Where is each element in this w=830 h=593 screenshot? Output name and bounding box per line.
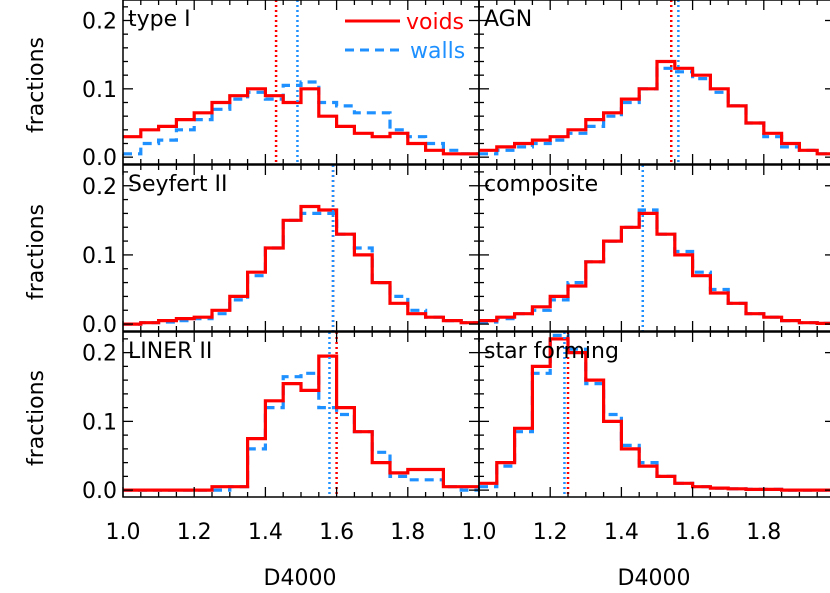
xlabel-right: D4000	[618, 566, 691, 591]
panel-3: 0.0 0.1 0.2 Seyfert II	[82, 164, 480, 338]
xtick-label-panel-6: 1.4	[604, 520, 639, 545]
panel-label-5: LINER II	[128, 339, 212, 364]
xtick-label-panel-6: 1.0	[462, 520, 497, 545]
histogram-voids-panel-3	[123, 204, 479, 326]
histogram-voids-panel-5	[123, 354, 479, 492]
ylabel-row-1: fractions	[24, 37, 49, 133]
xlabel-left: D4000	[264, 566, 337, 591]
panel-1: 0.0 0.1 0.2 type I	[82, 0, 480, 171]
panel-label-3: Seyfert II	[128, 172, 227, 197]
panel-4: composite	[478, 164, 830, 332]
histogram-walls-panel-3	[123, 211, 479, 326]
xtick-label-panel-5: 1.6	[319, 520, 354, 545]
histogram-walls-panel-5	[123, 371, 479, 492]
ytick-label-panel-5: 0.0	[82, 479, 117, 504]
ytick-label-panel-1: 0.2	[82, 10, 117, 35]
histogram-voids-panel-4	[479, 211, 830, 325]
histogram-voids-panel-2	[479, 59, 830, 156]
panel-2: AGN	[478, 0, 830, 165]
panels-layer: 0.0 0.1 0.2 type I AGN 0.0 0.1 0.2 Seyfert II com…	[82, 0, 830, 545]
panel-5: 0.0 0.1 0.2 1.0 1.2 1.4 1.6 1.8 LINER II	[82, 331, 480, 545]
ytick-label-panel-5: 0.1	[82, 410, 117, 435]
ytick-label-panel-5: 0.2	[82, 342, 117, 367]
xtick-label-panel-5: 1.8	[390, 520, 425, 545]
legend-voids-label: voids	[406, 10, 464, 35]
ytick-label-panel-1: 0.0	[82, 146, 117, 171]
legend-walls-label: walls	[410, 39, 465, 64]
xtick-label-panel-6: 1.2	[533, 520, 568, 545]
ytick-label-panel-3: 0.0	[82, 313, 117, 338]
histogram-walls-panel-1	[123, 80, 479, 156]
panel-label-6: star forming	[484, 339, 619, 364]
ytick-label-panel-3: 0.1	[82, 244, 117, 269]
ytick-label-panel-3: 0.2	[82, 175, 117, 200]
xtick-label-panel-5: 1.4	[248, 520, 283, 545]
legend: voids walls	[345, 10, 465, 64]
xtick-label-panel-5: 1.0	[106, 520, 141, 545]
ylabel-row-3: fractions	[24, 370, 49, 466]
ylabel-row-2: fractions	[24, 204, 49, 300]
panel-label-4: composite	[484, 172, 598, 197]
xtick-label-panel-5: 1.2	[177, 520, 212, 545]
panel-6: 1.0 1.2 1.4 1.6 1.8 star forming	[462, 331, 830, 545]
histogram-voids-panel-1	[123, 87, 479, 156]
xtick-label-panel-6: 1.6	[675, 520, 710, 545]
xtick-label-panel-6: 1.8	[746, 520, 781, 545]
ytick-label-panel-1: 0.1	[82, 78, 117, 103]
panel-label-1: type I	[128, 7, 191, 32]
panel-label-2: AGN	[484, 7, 532, 32]
histogram-voids-panel-6	[479, 337, 830, 492]
